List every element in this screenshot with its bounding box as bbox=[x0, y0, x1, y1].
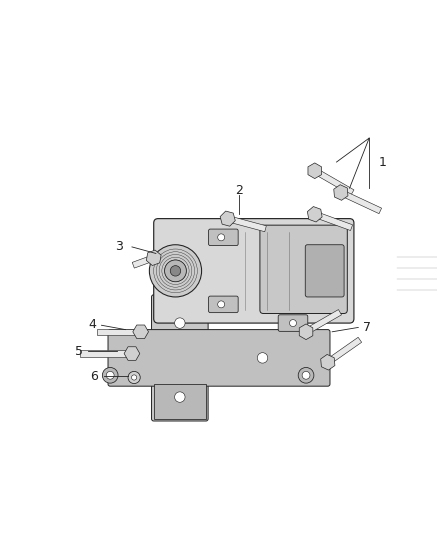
Circle shape bbox=[128, 372, 140, 384]
Polygon shape bbox=[339, 190, 381, 214]
Circle shape bbox=[218, 234, 225, 241]
Polygon shape bbox=[133, 325, 148, 338]
Circle shape bbox=[149, 245, 201, 297]
Polygon shape bbox=[146, 250, 161, 265]
Polygon shape bbox=[154, 384, 206, 419]
Polygon shape bbox=[227, 216, 266, 232]
Circle shape bbox=[102, 367, 118, 383]
Circle shape bbox=[290, 320, 297, 327]
Text: 4: 4 bbox=[89, 318, 97, 331]
FancyBboxPatch shape bbox=[152, 295, 208, 421]
Circle shape bbox=[131, 375, 137, 380]
Polygon shape bbox=[80, 351, 132, 357]
Text: 2: 2 bbox=[235, 184, 243, 197]
Polygon shape bbox=[132, 255, 155, 268]
Text: 6: 6 bbox=[90, 370, 98, 383]
Circle shape bbox=[302, 372, 310, 379]
Polygon shape bbox=[334, 185, 348, 200]
Polygon shape bbox=[314, 212, 353, 231]
Polygon shape bbox=[308, 163, 321, 179]
Polygon shape bbox=[307, 207, 322, 222]
FancyBboxPatch shape bbox=[208, 296, 238, 313]
Text: 7: 7 bbox=[363, 321, 371, 334]
Circle shape bbox=[175, 392, 185, 402]
Text: 3: 3 bbox=[115, 240, 123, 253]
Polygon shape bbox=[313, 168, 354, 195]
Text: 1: 1 bbox=[378, 156, 386, 168]
FancyBboxPatch shape bbox=[260, 225, 347, 313]
Polygon shape bbox=[97, 329, 141, 335]
Circle shape bbox=[175, 318, 185, 328]
FancyBboxPatch shape bbox=[305, 245, 344, 297]
Polygon shape bbox=[124, 347, 140, 360]
Circle shape bbox=[298, 367, 314, 383]
FancyBboxPatch shape bbox=[278, 315, 308, 332]
FancyBboxPatch shape bbox=[154, 219, 354, 323]
Polygon shape bbox=[220, 211, 235, 226]
Circle shape bbox=[218, 301, 225, 308]
FancyBboxPatch shape bbox=[208, 229, 238, 246]
Circle shape bbox=[257, 353, 268, 363]
Polygon shape bbox=[304, 310, 342, 334]
Polygon shape bbox=[321, 354, 335, 370]
Circle shape bbox=[106, 372, 114, 379]
Polygon shape bbox=[326, 337, 362, 365]
FancyBboxPatch shape bbox=[108, 329, 330, 386]
Text: 5: 5 bbox=[75, 345, 83, 358]
Polygon shape bbox=[299, 324, 313, 340]
Circle shape bbox=[170, 265, 181, 276]
Circle shape bbox=[165, 260, 186, 282]
